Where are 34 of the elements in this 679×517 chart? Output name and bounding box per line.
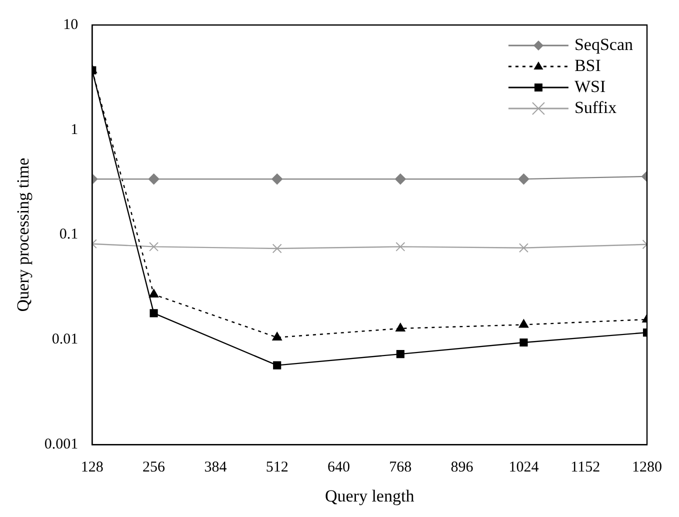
x-tick-label: 128 <box>80 460 104 476</box>
point <box>396 322 406 332</box>
x-tick-label: 512 <box>266 460 288 476</box>
point <box>149 242 159 252</box>
x-tick-label: 256 <box>142 460 166 476</box>
point <box>518 319 529 328</box>
legend-label: Suffix <box>574 98 618 117</box>
point <box>272 174 283 185</box>
y-tick-label: 0.1 <box>59 226 78 243</box>
point <box>518 174 530 185</box>
legend-label: BSI <box>574 56 602 75</box>
y-axis-title: Query processing time <box>14 158 33 312</box>
x-tick-label: 768 <box>389 460 412 476</box>
point <box>518 243 528 253</box>
point <box>396 242 406 252</box>
point <box>272 244 282 254</box>
point <box>520 338 528 347</box>
x-tick-label: 1024 <box>508 460 540 476</box>
x-tick-label: 640 <box>328 460 350 476</box>
x-tick-label: 384 <box>204 460 228 476</box>
y-tick-label: 0.001 <box>44 436 78 453</box>
y-tick-label: 0.01 <box>52 332 78 348</box>
x-axis-title: Query length <box>324 486 415 506</box>
legend-label: WSI <box>574 76 606 96</box>
x-tick-label: 896 <box>450 460 474 476</box>
point <box>396 350 404 358</box>
y-tick-label: 10 <box>63 16 78 33</box>
y-tick-label: 1 <box>70 122 78 138</box>
point <box>394 174 406 185</box>
legend-label: SeqScan <box>574 34 634 54</box>
point <box>272 332 282 340</box>
x-tick-label: 1152 <box>570 460 600 476</box>
point <box>273 361 282 370</box>
x-tick-label: 1280 <box>632 460 662 476</box>
